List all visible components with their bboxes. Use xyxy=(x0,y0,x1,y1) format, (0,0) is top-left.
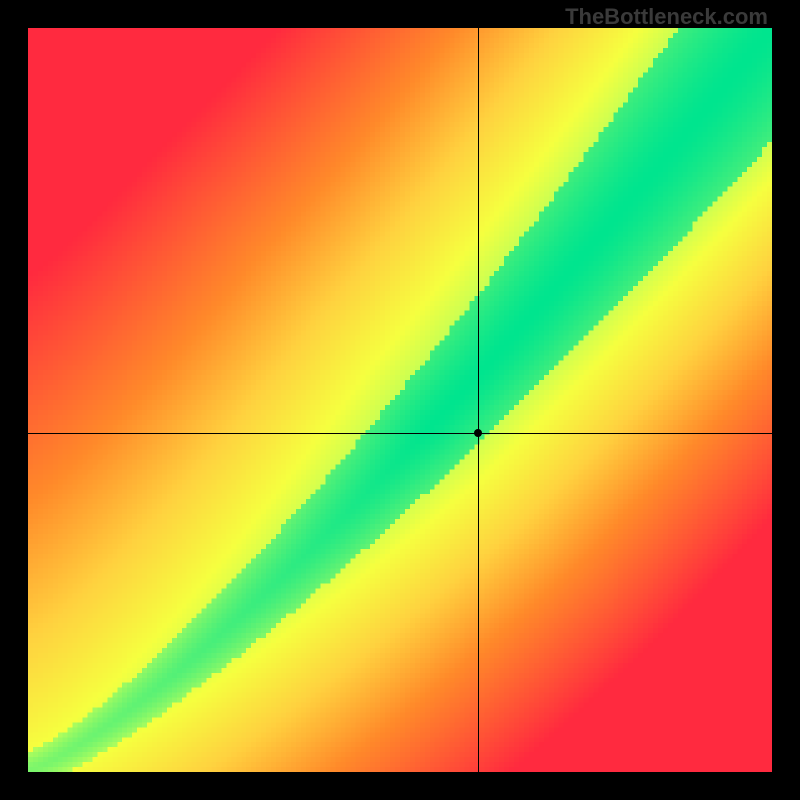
heatmap-plot xyxy=(28,28,772,772)
heatmap-canvas xyxy=(28,28,772,772)
watermark-text: TheBottleneck.com xyxy=(565,4,768,30)
